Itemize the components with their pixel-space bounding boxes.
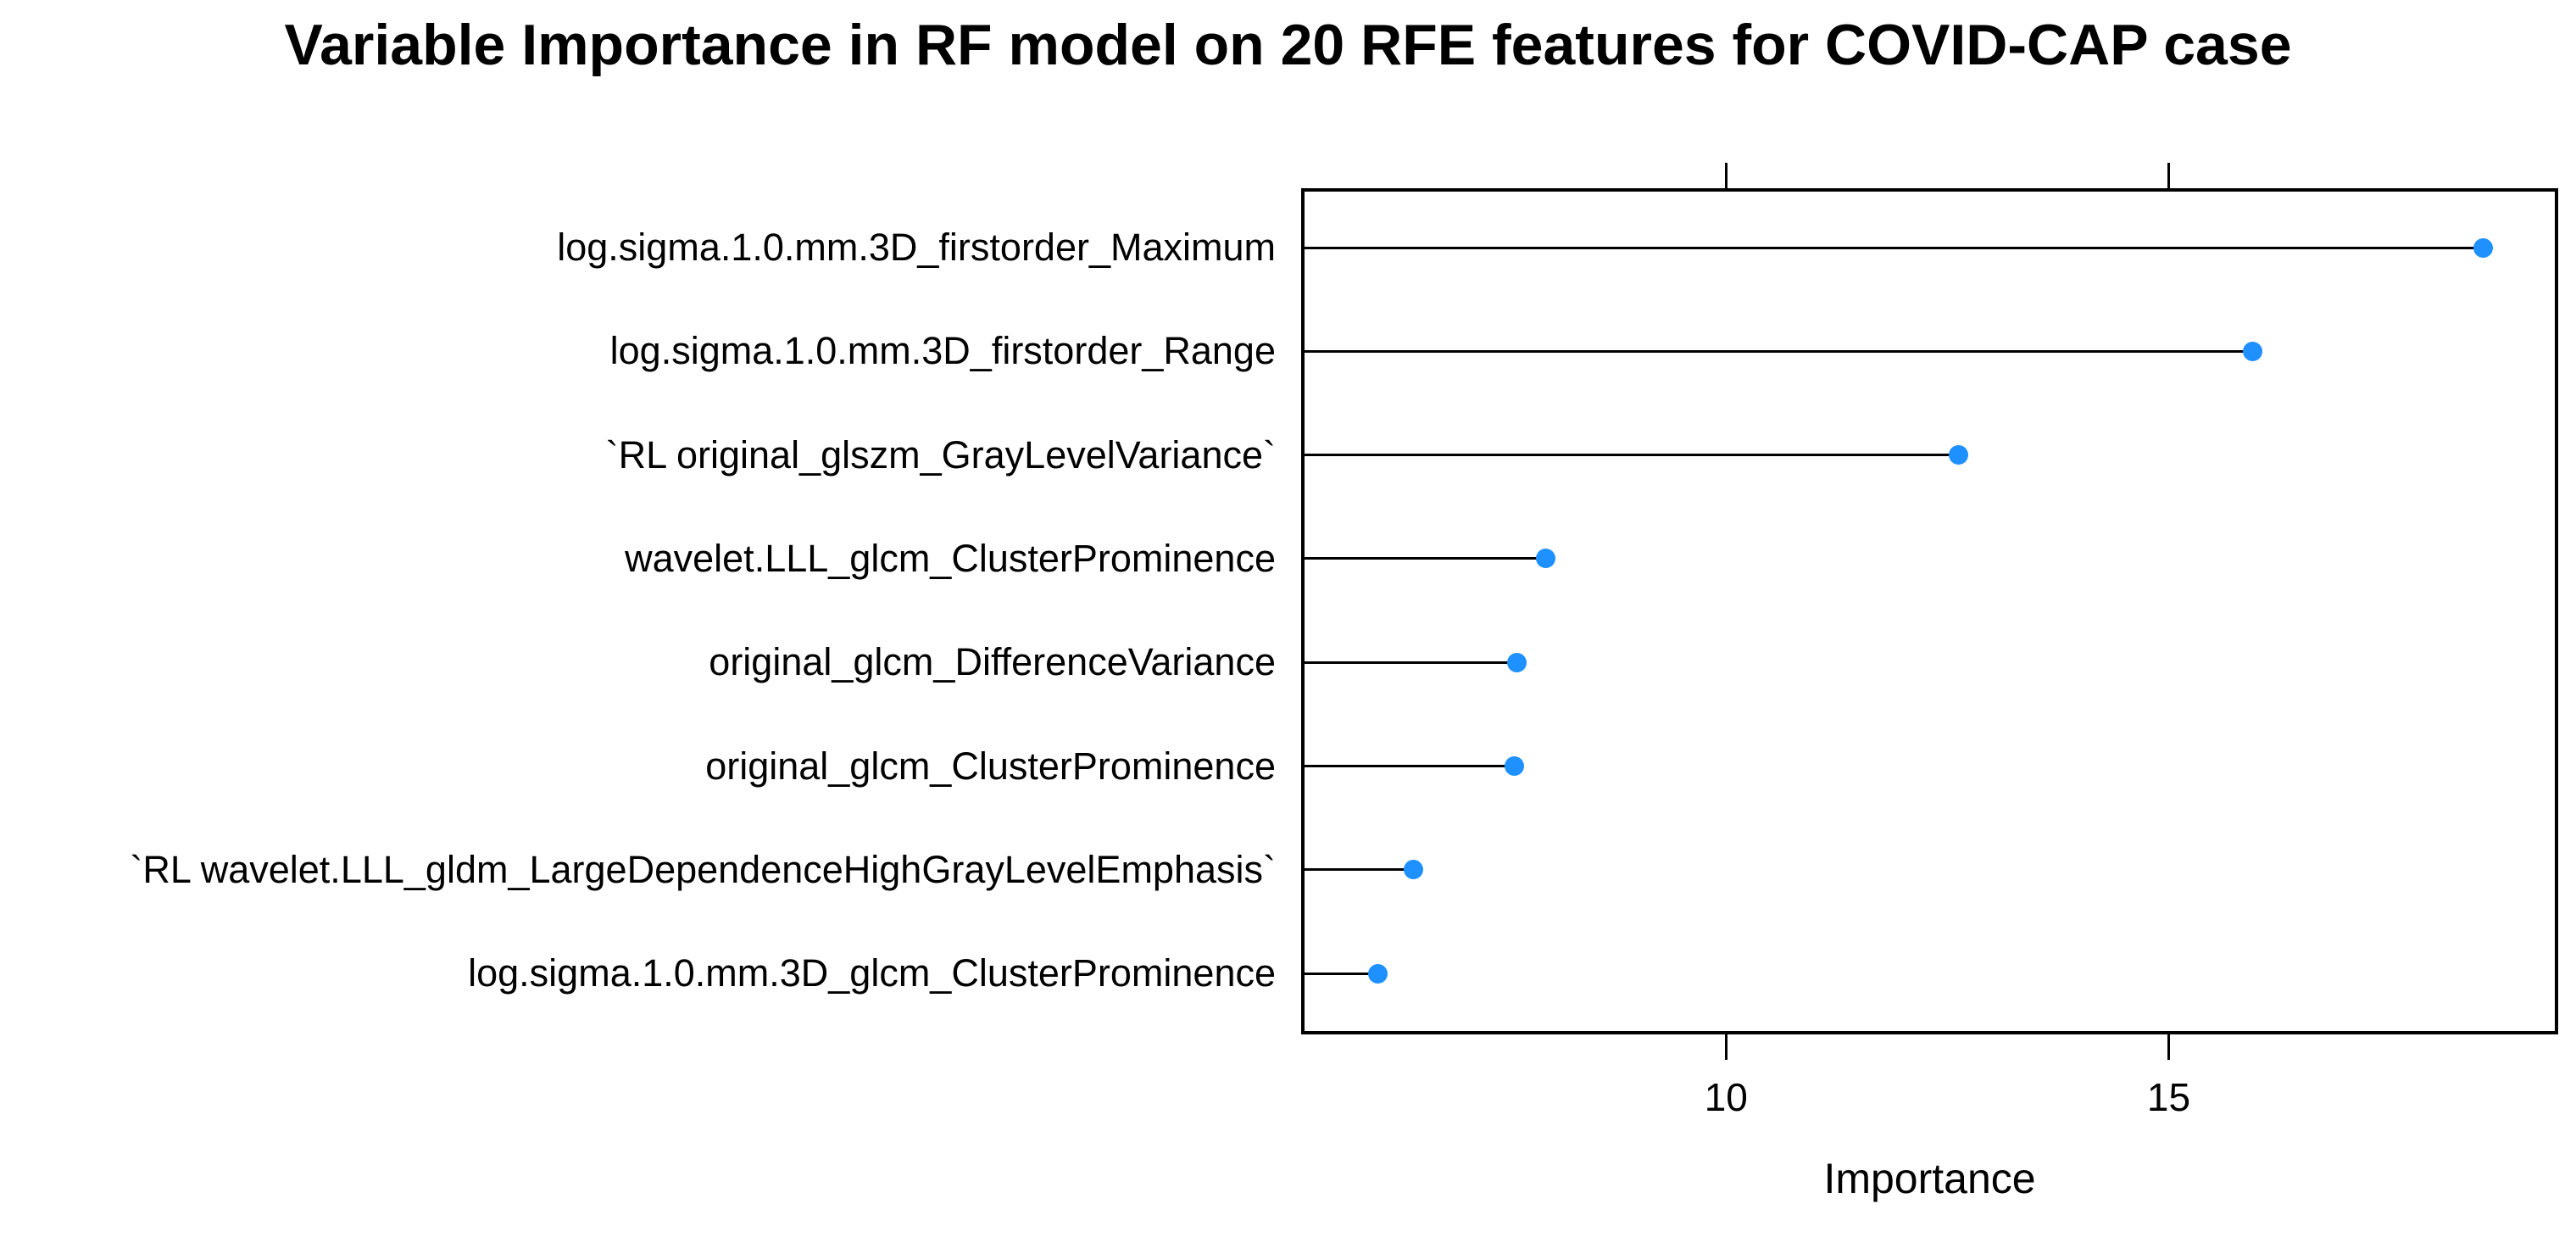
- lollipop-stem: [1303, 349, 2253, 353]
- chart-title: Variable Importance in RF model on 20 RF…: [284, 13, 2292, 77]
- category-label: `RL original_glszm_GrayLevelVariance`: [605, 432, 1276, 477]
- category-label: log.sigma.1.0.mm.3D_firstorder_Maximum: [557, 226, 1276, 269]
- x-axis-tick-label: 10: [1704, 1075, 1748, 1119]
- category-label: wavelet.LLL_glcm_ClusterProminence: [625, 536, 1276, 580]
- data-point-dot: [1949, 445, 1969, 465]
- plot-area: [1301, 188, 2558, 1034]
- x-axis-tick-top: [1724, 163, 1728, 188]
- lollipop-stem: [1303, 557, 1546, 560]
- lollipop-stem: [1303, 661, 1517, 664]
- x-axis-tick-bottom: [1724, 1034, 1728, 1060]
- data-point-dot: [1535, 549, 1555, 569]
- category-label: `RL wavelet.LLL_gldm_LargeDependenceHigh…: [130, 847, 1276, 891]
- category-label: log.sigma.1.0.mm.3D_firstorder_Range: [609, 329, 1276, 373]
- data-point-dot: [1368, 963, 1388, 984]
- x-axis-tick-bottom: [2167, 1034, 2170, 1060]
- lollipop-stem: [1303, 246, 2484, 249]
- x-axis-title: Importance: [1823, 1155, 2036, 1202]
- category-label: log.sigma.1.0.mm.3D_glcm_ClusterProminen…: [468, 951, 1276, 995]
- x-axis-tick-label: 15: [2146, 1075, 2191, 1119]
- category-label: original_glcm_ClusterProminence: [705, 744, 1276, 788]
- category-label: original_glcm_DifferenceVariance: [709, 640, 1276, 684]
- data-point-dot: [1507, 652, 1527, 672]
- x-axis-tick-top: [2167, 163, 2170, 188]
- lollipop-stem: [1303, 868, 1414, 872]
- data-point-dot: [2473, 237, 2493, 258]
- data-point-dot: [2243, 341, 2263, 361]
- lollipop-stem: [1303, 454, 1959, 457]
- lollipop-stem: [1303, 972, 1378, 975]
- lollipop-stem: [1303, 765, 1515, 767]
- data-point-dot: [1505, 756, 1525, 776]
- data-point-dot: [1404, 860, 1424, 880]
